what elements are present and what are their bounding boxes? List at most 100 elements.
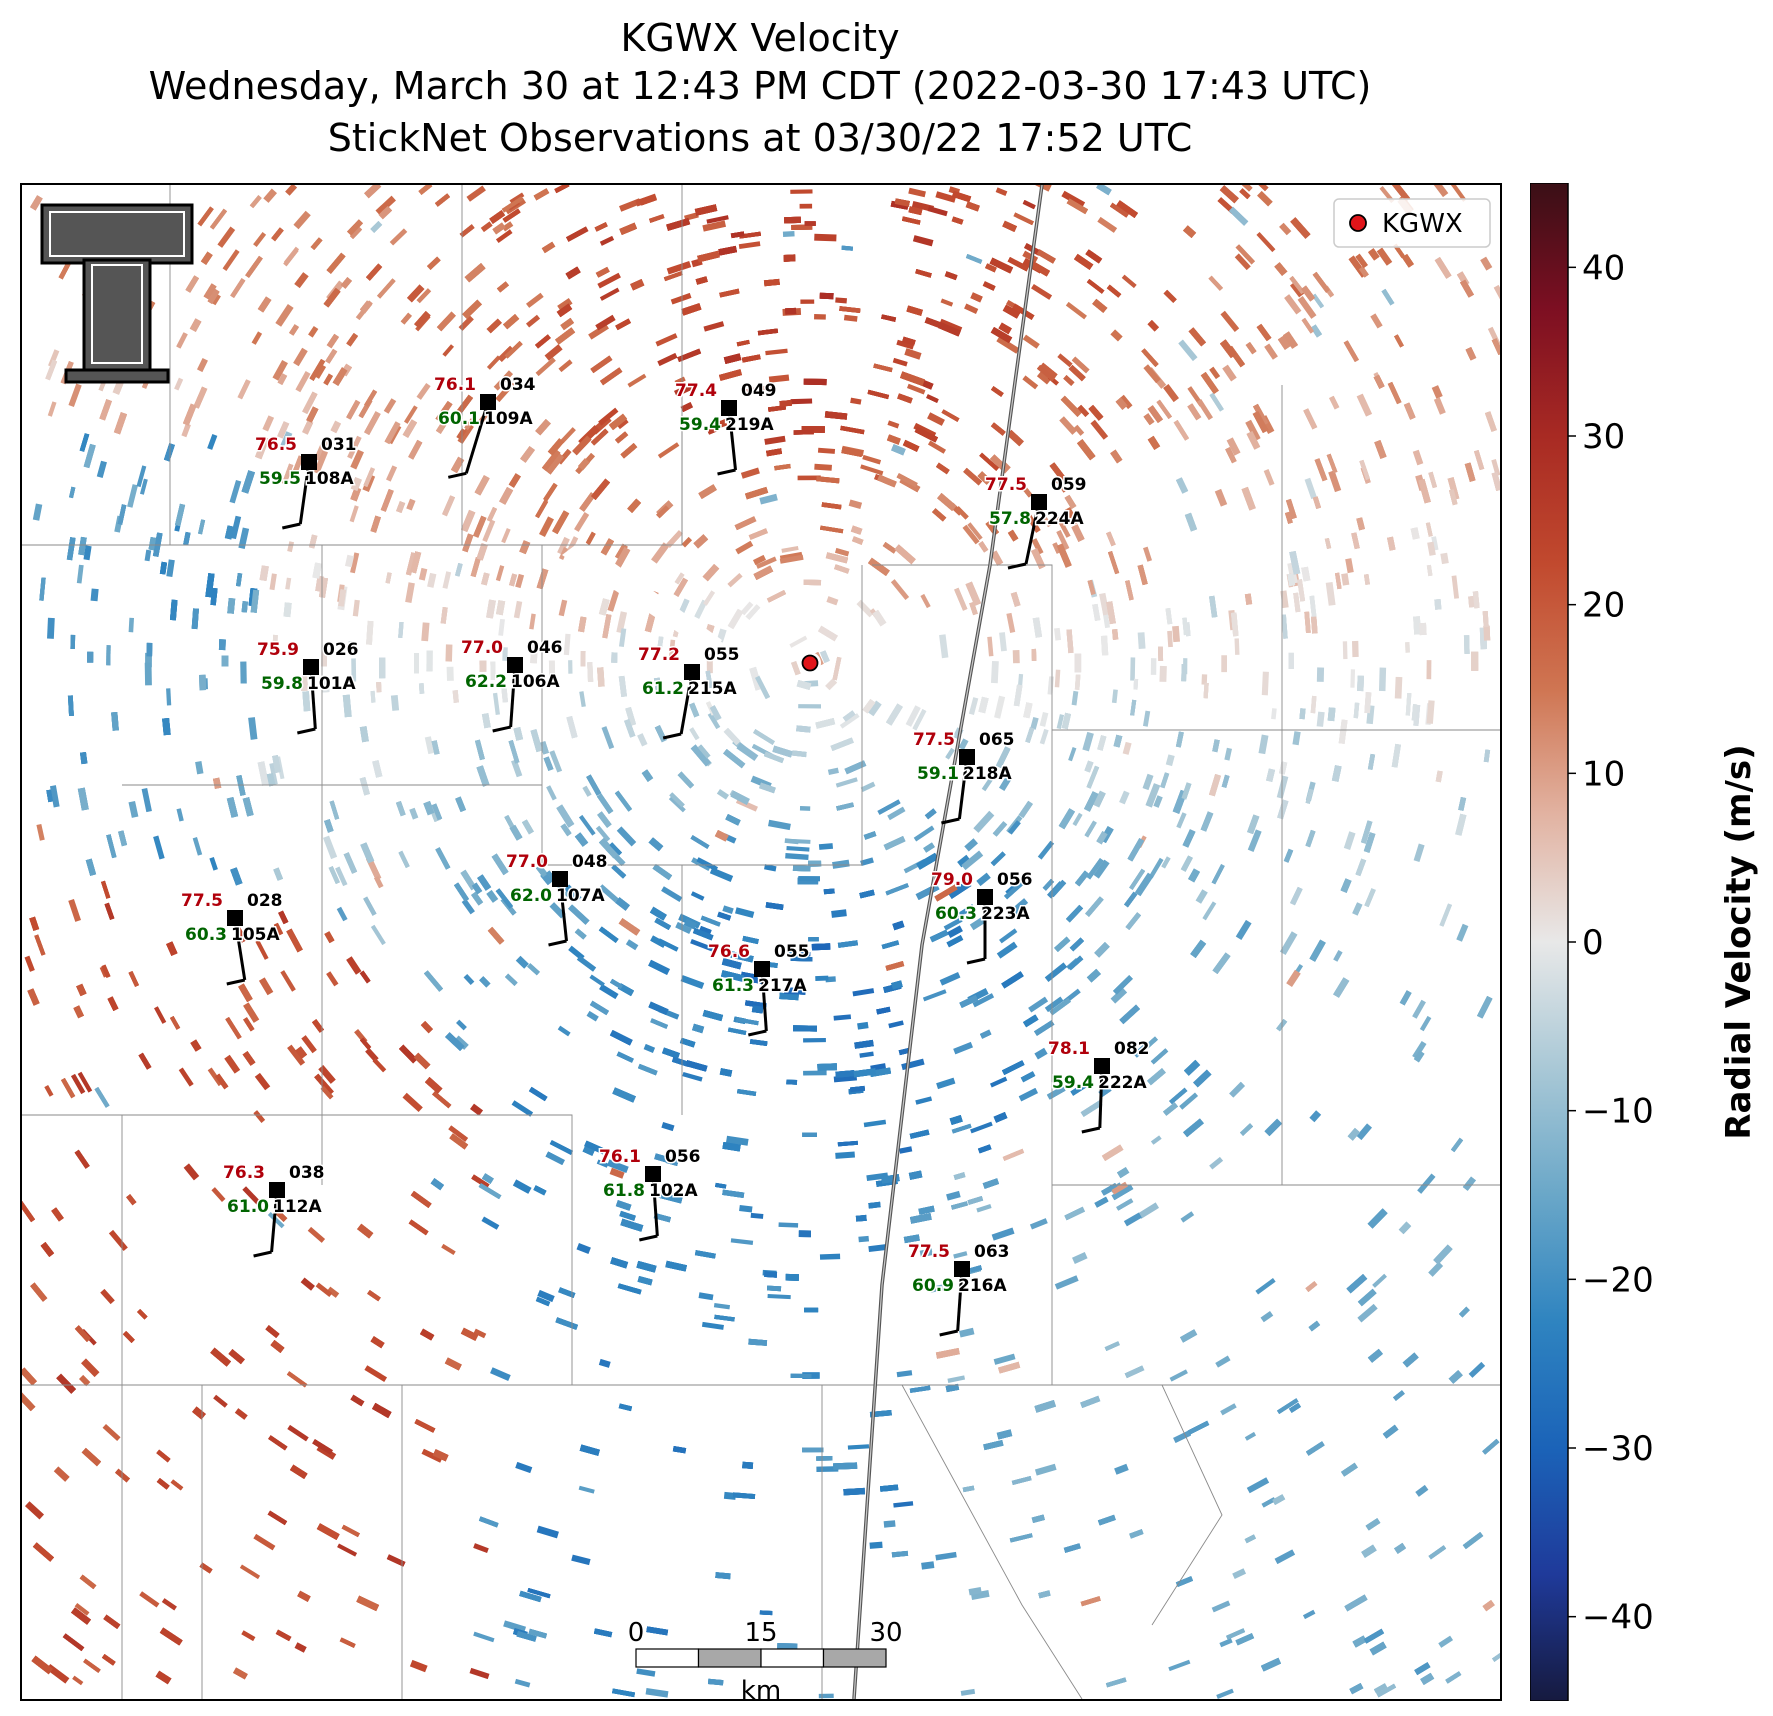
station-217A[interactable]: 76.6 055 61.3 217A [707,941,811,1037]
station-wind-direction: 031 [321,435,357,455]
station-dewpoint: 59.4 [679,415,721,435]
station-id: 112A [273,1197,322,1217]
radar-map[interactable]: 76.1 034 60.1 109A 77.4 049 59.4 219A 76.5 031 59.… [20,183,1502,1701]
colorbar-gradient [1529,182,1569,1702]
station-223A[interactable]: 79.0 056 60.3 223A [930,869,1034,965]
station-wind-direction: 055 [774,942,810,962]
station-id: 219A [725,415,774,435]
station-marker [959,749,975,765]
scale-bar-segment [635,1648,700,1668]
station-temperature: 76.3 [223,1163,265,1183]
colorbar-tick-label: −30 [1582,1429,1654,1469]
colorbar: 40 30 20 10 0 −10 −20 −30 −40 Radial Velocity (m… [1529,182,1770,1702]
station-wind-direction: 034 [500,375,536,395]
station-101A[interactable]: 75.9 026 59.8 101A [256,639,360,735]
wind-barb-flag [748,1029,767,1037]
station-marker [1094,1058,1110,1074]
wind-barb [651,1173,659,1237]
legend-marker [1349,214,1367,232]
wind-barb [558,878,569,942]
wind-barb [464,401,490,474]
colorbar-label: Radial Velocity (m/s) [1719,744,1759,1139]
station-id: 216A [958,1276,1007,1296]
station-temperature: 76.1 [599,1147,641,1167]
station-224A[interactable]: 77.5 059 57.8 224A [984,474,1088,570]
station-109A[interactable]: 76.1 034 60.1 109A [433,374,537,479]
station-dewpoint: 59.4 [1052,1073,1094,1093]
station-dewpoint: 61.3 [712,976,754,996]
station-105A[interactable]: 77.5 028 60.3 105A [180,890,284,986]
station-dewpoint: 62.0 [510,886,552,906]
station-marker [227,910,243,926]
station-marker [684,664,700,680]
station-temperature: 79.0 [931,870,973,890]
wind-barb [298,461,311,525]
wind-barb-flag [941,817,960,825]
station-112A[interactable]: 76.3 038 61.0 112A [222,1162,326,1258]
scale-bar-segment [697,1648,762,1668]
station-dewpoint: 60.1 [438,409,480,429]
station-temperature: 77.5 [181,891,223,911]
station-marker [507,657,523,673]
station-dewpoint: 59.5 [259,469,301,489]
scale-bar: 0 15 30 km [628,1618,903,1699]
station-106A[interactable]: 77.0 046 62.2 106A [460,637,564,733]
station-marker [269,1182,285,1198]
wind-barb-flag [548,939,567,947]
colorbar-tick-label: 30 [1582,417,1625,457]
wind-barb [509,664,517,728]
station-wind-direction: 038 [289,1163,325,1183]
station-222A[interactable]: 78.1 082 59.4 222A [1047,1038,1151,1134]
wind-barb-flag [662,732,682,740]
station-102A[interactable]: 76.1 056 61.8 102A [598,1146,702,1242]
wind-barb-flag [966,957,986,965]
kgwx-radar-marker[interactable] [801,654,819,672]
legend-label: KGWX [1382,209,1463,239]
station-id: 215A [688,679,737,699]
texas-tech-logo [40,203,194,384]
station-216A[interactable]: 77.5 063 60.9 216A [907,1241,1011,1337]
legend: KGWX [1333,198,1491,248]
scale-bar-label: 15 [744,1618,777,1648]
station-wind-direction: 026 [323,640,359,660]
station-temperature: 77.5 [985,475,1027,495]
station-temperature: 76.6 [708,942,750,962]
wind-barb-flag [1007,562,1027,570]
wind-barb [956,1268,964,1332]
station-id: 223A [981,904,1030,924]
station-marker [977,889,993,905]
station-wind-direction: 049 [741,381,777,401]
wind-barb-flag [639,1234,658,1242]
wind-barb [233,917,247,981]
colorbar-tick-label: 40 [1582,248,1625,288]
station-id: 108A [305,469,354,489]
station-temperature: 77.0 [461,638,503,658]
station-dewpoint: 60.9 [912,1276,954,1296]
station-108A[interactable]: 76.5 031 59.5 108A [254,434,358,530]
station-temperature: 77.2 [638,645,680,665]
county-boundaries [22,185,1500,1699]
station-dewpoint: 57.8 [989,509,1031,529]
station-id: 109A [484,409,533,429]
station-dewpoint: 59.8 [261,674,303,694]
station-id: 222A [1098,1073,1147,1093]
wind-barb [309,666,317,730]
station-219A[interactable]: 77.4 049 59.4 219A [674,380,778,476]
station-temperature: 77.5 [908,1242,950,1262]
station-wind-direction: 046 [527,638,563,658]
station-temperature: 75.9 [257,640,299,660]
wind-barb-flag [1081,1126,1101,1134]
scale-bar-label: 30 [869,1618,902,1648]
station-107A[interactable]: 77.0 048 62.0 107A [505,851,609,947]
station-marker [1031,494,1047,510]
wind-barb-flag [717,468,736,476]
station-218A[interactable]: 77.5 065 59.1 218A [912,729,1016,825]
colorbar-tick-label: 0 [1582,923,1604,963]
scale-bar-unit: km [741,1676,781,1699]
station-215A[interactable]: 77.2 055 61.2 215A [637,644,741,740]
wind-barb [1098,1065,1104,1129]
wind-barb-flag [297,727,316,735]
station-wind-direction: 056 [665,1147,701,1167]
